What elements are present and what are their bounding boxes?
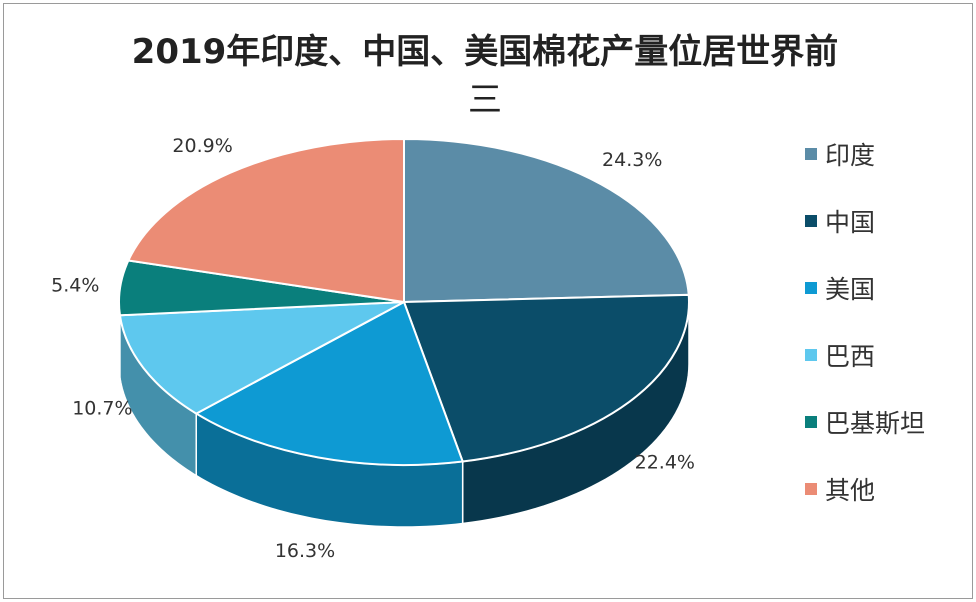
legend-label-巴基斯坦: 巴基斯坦 xyxy=(825,409,925,438)
data-label-印度: 24.3% xyxy=(602,149,662,171)
data-label-美国: 16.3% xyxy=(275,540,335,562)
data-label-中国: 22.4% xyxy=(635,451,695,473)
legend-swatch-中国 xyxy=(805,215,817,227)
legend-swatch-美国 xyxy=(805,282,817,294)
chart-title-line1: 2019年印度、中国、美国棉花产量位居世界前 xyxy=(131,32,839,72)
legend-swatch-印度 xyxy=(805,148,817,160)
legend-swatch-巴西 xyxy=(805,349,817,361)
pie-slice-中国 xyxy=(402,293,690,463)
pie-slice-巴西 xyxy=(118,301,405,415)
pie-data-labels: 24.3% 22.4% 16.3% 10.7% 5.4% 20.9% xyxy=(51,135,695,562)
legend-swatch-巴基斯坦 xyxy=(805,416,817,428)
data-label-其他: 20.9% xyxy=(172,135,232,157)
pie-top-faces xyxy=(118,137,690,466)
legend-label-巴西: 巴西 xyxy=(825,342,875,371)
pie-slice-印度 xyxy=(403,137,690,304)
pie-slice-其他 xyxy=(126,137,405,304)
data-label-巴西: 10.7% xyxy=(72,398,132,420)
legend-label-其他: 其他 xyxy=(825,476,875,505)
legend-label-美国: 美国 xyxy=(825,275,875,304)
pie-slice-美国 xyxy=(194,300,465,466)
chart-title-line2: 三 xyxy=(468,80,502,120)
chart-title: 2019年印度、中国、美国棉花产量位居世界前 三 xyxy=(60,28,910,124)
legend-label-印度: 印度 xyxy=(825,141,875,170)
legend-swatch-其他 xyxy=(805,483,817,495)
data-label-巴基斯坦: 5.4% xyxy=(51,275,99,297)
pie-side-walls xyxy=(118,301,690,528)
legend-label-中国: 中国 xyxy=(825,208,875,237)
